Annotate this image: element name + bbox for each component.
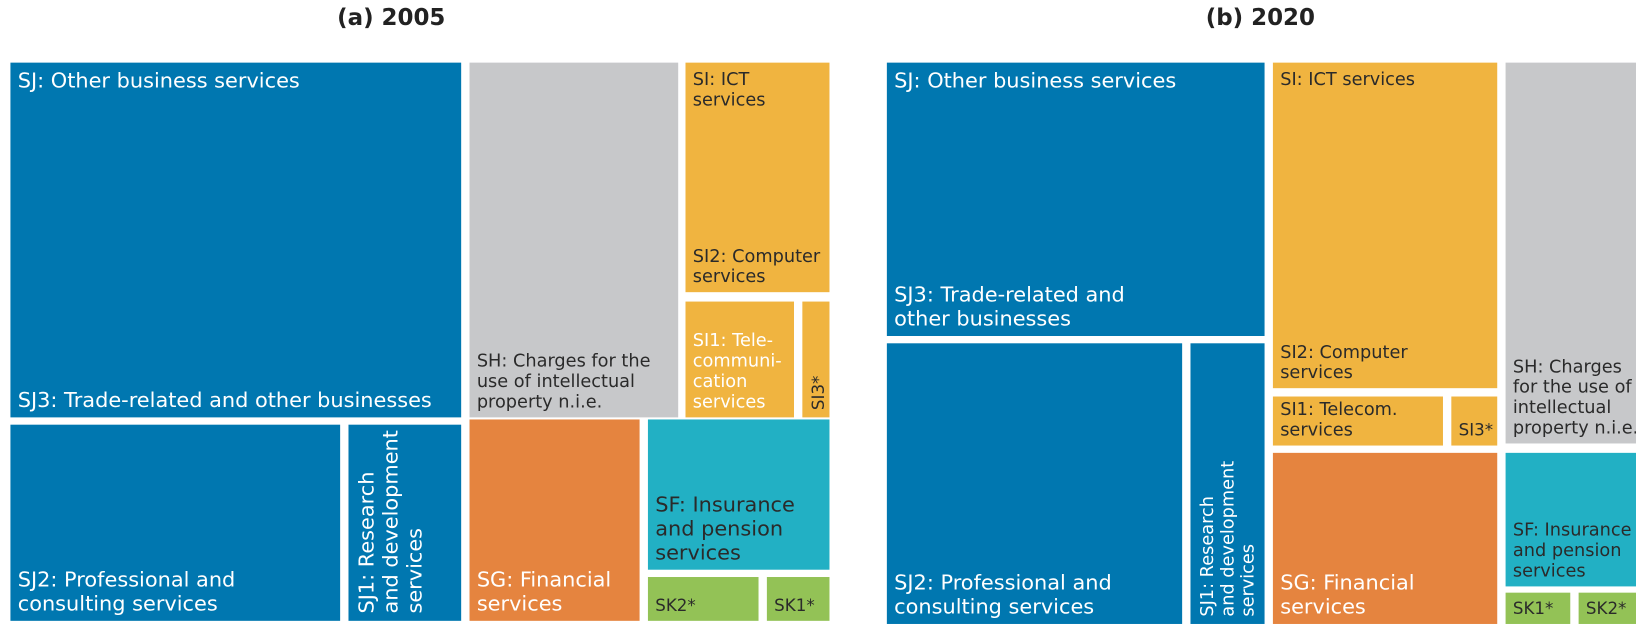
box-label: SI2: Computer bbox=[693, 247, 821, 267]
treemap-box: SK1* bbox=[766, 577, 830, 621]
box-label: services bbox=[655, 540, 741, 564]
treemap-box: SI3* bbox=[1451, 396, 1498, 446]
box-rect bbox=[10, 62, 462, 418]
box-rect bbox=[1505, 62, 1636, 444]
box-label: SJ3: Trade-related and other businesses bbox=[18, 388, 432, 412]
box-label: cation bbox=[693, 372, 748, 392]
treemap-box: SJ1: Research and development services bbox=[348, 424, 462, 621]
box-label: other businesses bbox=[894, 307, 1071, 331]
box-label: and pension bbox=[1513, 541, 1622, 561]
box-label: SI: ICT bbox=[693, 70, 750, 90]
box-label: SI: ICT services bbox=[1280, 70, 1415, 90]
box-rect bbox=[1272, 396, 1443, 446]
box-label: SH: Charges bbox=[1513, 357, 1622, 377]
box-rect bbox=[1272, 452, 1498, 624]
box-rect bbox=[685, 62, 830, 293]
box-label: SJ3: Trade-related and bbox=[894, 283, 1125, 307]
treemap-box: SJ: Other business services SJ3: Trade-re… bbox=[10, 62, 462, 418]
box-rect bbox=[647, 577, 759, 621]
box-label: SI3* bbox=[1459, 421, 1493, 440]
panel-title: (a) 2005 bbox=[337, 5, 445, 31]
box-rect bbox=[886, 62, 1265, 336]
box-label: and development bbox=[379, 430, 403, 613]
box-label: SI3* bbox=[809, 376, 828, 410]
box-label: SJ1: Research bbox=[1198, 496, 1218, 617]
box-label: SK2* bbox=[1586, 599, 1627, 618]
box-label: SG: Financial bbox=[477, 567, 611, 591]
box-rect bbox=[1578, 592, 1636, 624]
box-label: services bbox=[1513, 561, 1586, 581]
box-rect bbox=[469, 419, 640, 621]
box-label: and pension bbox=[655, 516, 783, 540]
box-label: for the use of bbox=[1513, 378, 1633, 398]
box-label: SK2* bbox=[655, 596, 696, 615]
box-rect bbox=[1505, 592, 1571, 624]
box-label: services bbox=[477, 591, 563, 615]
box-label: services bbox=[693, 90, 766, 110]
treemap-box: SK2* bbox=[647, 577, 759, 621]
box-label: services bbox=[1239, 544, 1259, 617]
treemap-box: SJ: Other business services SJ3: Trade-re… bbox=[886, 62, 1265, 336]
box-label: consulting services bbox=[894, 595, 1094, 619]
box-label: SH: Charges for the bbox=[477, 352, 651, 372]
box-label: services bbox=[693, 267, 766, 287]
box-rect bbox=[469, 62, 679, 418]
box-label: SI1: Tele- bbox=[693, 331, 773, 351]
box-label: services bbox=[1280, 421, 1353, 441]
box-label: services bbox=[1280, 595, 1366, 619]
box-rect bbox=[1190, 343, 1265, 624]
box-label: SG: Financial bbox=[1280, 571, 1414, 595]
box-label: SI1: Telecom. bbox=[1280, 400, 1397, 420]
box-rect bbox=[886, 343, 1183, 624]
box-label: services bbox=[403, 528, 427, 614]
box-label: consulting services bbox=[18, 591, 218, 615]
box-rect bbox=[1505, 452, 1636, 587]
box-label: SJ2: Professional and bbox=[18, 567, 236, 591]
box-label: and development bbox=[1218, 461, 1238, 617]
box-label: communi- bbox=[693, 352, 782, 372]
box-label: services bbox=[1280, 363, 1353, 383]
box-label: use of intellectual bbox=[477, 372, 635, 392]
treemap-box: SK2* bbox=[1578, 592, 1636, 624]
box-label: SI2: Computer bbox=[1280, 343, 1408, 363]
box-label: SJ: Other business services bbox=[18, 69, 300, 93]
treemap-box: SJ1: Research and development services bbox=[1190, 343, 1265, 624]
box-rect bbox=[1451, 396, 1498, 446]
box-label: property n.i.e. bbox=[477, 392, 602, 412]
box-label: SJ1: Research bbox=[355, 472, 379, 614]
box-rect bbox=[802, 301, 830, 418]
panel-title: (b) 2020 bbox=[1206, 5, 1315, 31]
treemap-box: SI3* bbox=[802, 301, 830, 418]
box-rect bbox=[348, 424, 462, 621]
box-label: SK1* bbox=[1513, 599, 1554, 618]
box-rect bbox=[1272, 62, 1498, 389]
box-label: SF: Insurance bbox=[655, 492, 795, 516]
box-rect bbox=[685, 301, 795, 418]
box-label: SJ: Other business services bbox=[894, 69, 1176, 93]
box-label: intellectual bbox=[1513, 398, 1611, 418]
box-label: property n.i.e. bbox=[1513, 419, 1636, 439]
box-label: SK1* bbox=[774, 596, 815, 615]
treemap-box: SI1: Telecom.services bbox=[1272, 396, 1443, 446]
box-rect bbox=[10, 424, 341, 621]
box-label: services bbox=[693, 392, 766, 412]
box-label: SJ2: Professional and bbox=[894, 571, 1112, 595]
treemap-box: SK1* bbox=[1505, 592, 1571, 624]
box-label: SF: Insurance bbox=[1513, 521, 1632, 541]
box-rect bbox=[766, 577, 830, 621]
box-rect bbox=[647, 419, 830, 570]
